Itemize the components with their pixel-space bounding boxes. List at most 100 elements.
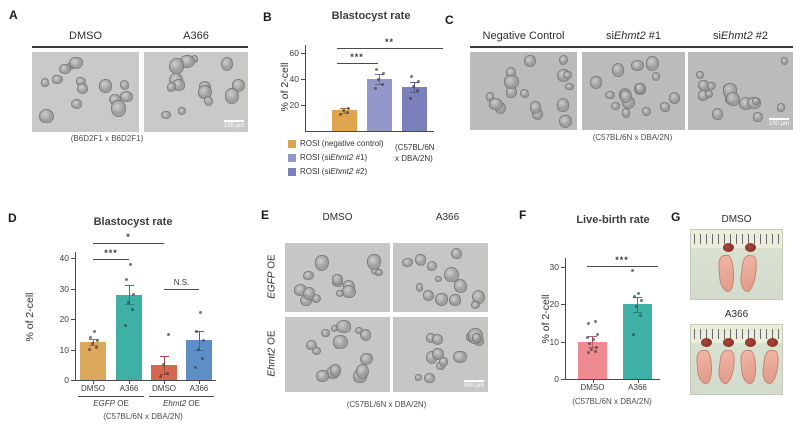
- data-point: [375, 68, 378, 72]
- embryo-blob: [776, 103, 785, 112]
- significance-line: [93, 259, 129, 260]
- data-point: [635, 304, 638, 308]
- error-cap-bottom: [410, 92, 419, 93]
- panel-c-header-negative-control: Negative Control: [482, 30, 565, 42]
- embryo-blob: [71, 99, 83, 109]
- data-point: [594, 319, 597, 323]
- embryo-blob: [360, 352, 374, 366]
- panel-e-rowlabel-ehmt2-oe: Ehmt2 OE: [266, 330, 278, 377]
- embryo-blob: [438, 357, 448, 367]
- embryo-blob: [524, 55, 536, 68]
- panel-c-header-rule: [470, 46, 793, 48]
- panel-a-caption: (B6D2F1 x B6D2F1): [70, 134, 144, 143]
- embryo-blob: [166, 82, 177, 92]
- embryo-blob: [320, 329, 330, 338]
- embryo-blob: [120, 91, 134, 103]
- strain-note: (C57BL/6N x DBA/2N): [395, 143, 435, 163]
- placenta: [700, 338, 712, 347]
- y-tick-label: 20: [549, 299, 559, 310]
- y-tick-label: 20: [289, 100, 299, 110]
- bar: [116, 294, 142, 380]
- panel-c-header-siehmt2-1: siEhmt2 #1: [605, 30, 662, 42]
- group-label: Ehmt2 OE: [163, 399, 200, 408]
- embryo-blob: [780, 57, 789, 66]
- significance-label: *: [126, 232, 131, 242]
- embryo-blob: [704, 90, 713, 98]
- panel-a-label: A: [9, 8, 18, 22]
- placenta: [722, 243, 734, 252]
- legend-label: ROSI (siEhmt2 #1): [300, 153, 368, 162]
- data-point: [587, 321, 590, 325]
- embryo-blob: [161, 110, 171, 119]
- y-tick-label: 30: [59, 283, 69, 294]
- significance-line: [93, 243, 164, 244]
- embryo-blob: [435, 292, 449, 306]
- significance-label: ***: [615, 255, 629, 265]
- significance-line: [336, 48, 443, 49]
- panel-c-header-siehmt2-2: siEhmt2 #2: [712, 30, 769, 42]
- x-tick-label: A366: [628, 383, 647, 392]
- data-point: [193, 366, 197, 370]
- micrograph-e-egfp-a366: [393, 243, 488, 312]
- embryo-blob: [471, 301, 480, 309]
- error-cap-top: [88, 338, 98, 340]
- placenta: [766, 338, 778, 347]
- data-point: [342, 108, 345, 112]
- data-point: [595, 345, 598, 349]
- pup: [739, 349, 757, 385]
- data-point: [587, 351, 590, 355]
- embryo-blob: [69, 56, 84, 69]
- pup: [716, 349, 736, 385]
- significance-label: N.S.: [173, 278, 190, 287]
- data-point: [161, 363, 165, 367]
- embryo-blob: [503, 74, 519, 89]
- watermark: 生活要注意·由: [280, 226, 453, 243]
- embryo-blob: [426, 260, 438, 272]
- panel-e-header-a366: A366: [435, 212, 460, 223]
- embryo-blob: [59, 63, 71, 74]
- embryo-blob: [444, 267, 460, 283]
- data-point: [339, 112, 342, 116]
- x-tick-label: DMSO: [580, 383, 605, 392]
- y-tick-label: 60: [289, 48, 299, 58]
- data-point: [377, 77, 380, 81]
- x-tick: [592, 380, 594, 383]
- panel-a-header-dmso: DMSO: [69, 30, 102, 42]
- data-point: [194, 329, 198, 333]
- error-cap-bottom: [633, 311, 642, 313]
- chart-caption: (C57BL/6N x DBA/2N): [572, 397, 652, 406]
- micrograph-c-siehmt2-2: 100 μm: [688, 52, 793, 130]
- embryo-blob: [225, 88, 240, 105]
- embryo-blob: [354, 326, 363, 334]
- error-cap-bottom: [375, 84, 384, 86]
- data-point: [588, 342, 591, 346]
- x-axis: [565, 379, 660, 380]
- significance-line: [586, 266, 658, 267]
- error-cap-top: [588, 336, 597, 338]
- legend-label: ROSI (negative control): [300, 139, 384, 148]
- significance-line: [164, 289, 199, 290]
- panel-c-caption: (C57BL/6N x DBA/2N): [592, 133, 673, 142]
- y-axis-label: % of 2-cell: [279, 62, 291, 112]
- data-point: [639, 314, 642, 318]
- error-bar: [198, 331, 200, 350]
- x-tick: [199, 381, 200, 384]
- micrograph-e-egfp-dmso: [285, 243, 390, 312]
- x-axis: [305, 131, 434, 132]
- embryo-blob: [316, 369, 329, 383]
- scale-bar: 500 μm: [464, 380, 484, 389]
- data-point: [590, 347, 593, 351]
- x-tick-label: DMSO: [152, 384, 176, 393]
- panel-g-label: G: [671, 210, 681, 224]
- ruler: [694, 329, 779, 339]
- y-tick: [561, 304, 565, 306]
- data-point: [94, 346, 98, 350]
- y-tick-label: 10: [549, 336, 559, 347]
- data-point: [95, 338, 99, 342]
- x-tick-label: A366: [189, 384, 209, 393]
- placenta: [744, 338, 756, 347]
- embryo-blob: [302, 287, 315, 300]
- group-label: EGFP OE: [93, 399, 129, 408]
- embryo-blob: [611, 101, 620, 111]
- chart-title: Live-birth rate: [576, 214, 650, 226]
